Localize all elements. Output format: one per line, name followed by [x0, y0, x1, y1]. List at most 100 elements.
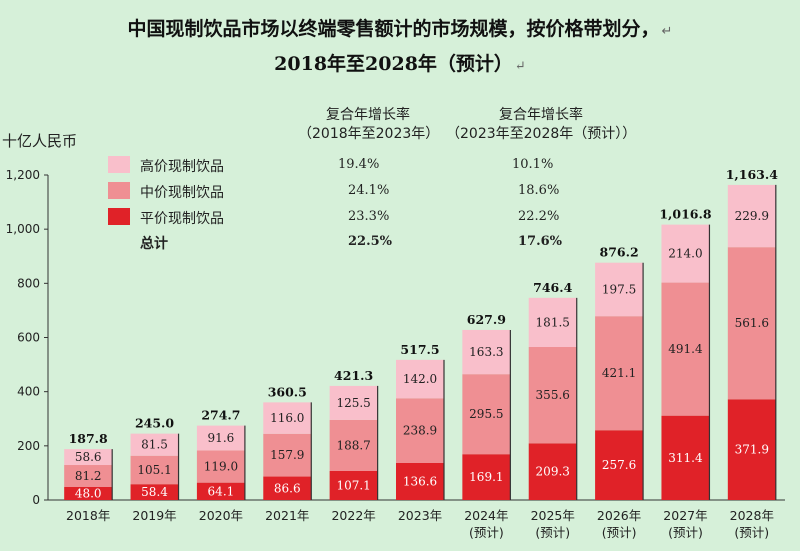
- data-label: 116.0: [270, 411, 304, 425]
- total-label: 746.4: [533, 280, 572, 295]
- cagr-high-fcst: 10.1%: [512, 157, 554, 172]
- bar-segment: [528, 443, 577, 500]
- data-label: 105.1: [137, 463, 171, 477]
- cagr-header-forecast: 复合年增长率 （2023年至2028年（预计））: [446, 106, 636, 144]
- total-label: 876.2: [600, 245, 639, 260]
- bar-segment: [462, 454, 511, 500]
- x-tick-label: 2019年: [132, 508, 176, 523]
- legend-swatch-mid: [108, 182, 130, 199]
- cagr-header-period: （2023年至2028年（预计））: [446, 126, 637, 142]
- y-axis-unit: 十亿人民币: [2, 132, 78, 150]
- data-label: 257.6: [602, 458, 636, 472]
- data-label: 311.4: [668, 451, 703, 465]
- data-label: 188.7: [336, 438, 370, 452]
- x-tick-label: 2028年: [730, 508, 774, 523]
- return-mark: ↵: [661, 24, 673, 39]
- data-label: 107.1: [336, 478, 370, 492]
- bar-segment: [329, 419, 378, 471]
- total-label: 1,163.4: [726, 167, 778, 182]
- x-tick-label: 2024年: [464, 508, 508, 523]
- cagr-mid-fcst: 18.6%: [518, 183, 560, 198]
- bar-segment: [329, 470, 378, 500]
- y-tick-label: 1,200: [6, 168, 40, 182]
- data-label: 91.6: [208, 431, 235, 445]
- bar-segment: [64, 465, 113, 487]
- cagr-header-title: 复合年增长率: [326, 107, 410, 123]
- bar-segment: [727, 399, 776, 500]
- x-tick-label: 2027年: [663, 508, 707, 523]
- total-label: 421.3: [334, 368, 373, 383]
- data-label: 136.6: [403, 475, 437, 489]
- x-tick-label: 2026年: [597, 508, 641, 523]
- return-mark: ↵: [514, 59, 526, 74]
- data-label: 163.3: [469, 345, 503, 359]
- bar-segment: [727, 247, 776, 400]
- data-label: 81.2: [75, 469, 102, 483]
- data-label: 209.3: [536, 465, 570, 479]
- y-tick-label: 800: [17, 276, 40, 290]
- cagr-value-fcst: 22.2%: [518, 209, 560, 224]
- x-tick-label: (预计): [734, 525, 769, 540]
- bar-segment: [130, 455, 179, 485]
- legend-label-total: 总计: [140, 236, 168, 252]
- bar-segment: [396, 463, 444, 500]
- cagr-header-title: 复合年增长率: [499, 107, 583, 123]
- data-label: 48.0: [75, 487, 102, 501]
- data-label: 58.6: [75, 450, 102, 464]
- cagr-total-fcst: 17.6%: [518, 234, 563, 249]
- data-label: 81.5: [141, 438, 168, 452]
- y-tick-label: 0: [32, 493, 40, 507]
- data-label: 491.4: [668, 342, 703, 356]
- x-tick-label: 2022年: [331, 508, 375, 523]
- bar-segment: [130, 484, 179, 500]
- bar-segment: [329, 385, 378, 420]
- bar-segment: [528, 347, 577, 444]
- total-label: 1,016.8: [659, 207, 711, 222]
- data-label: 197.5: [602, 282, 636, 296]
- cagr-high-hist: 19.4%: [338, 157, 380, 172]
- x-tick-label: (预计): [602, 525, 637, 540]
- bar-segment: [661, 415, 710, 500]
- total-label: 517.5: [400, 342, 439, 357]
- data-label: 295.5: [469, 407, 503, 421]
- bar-segment: [396, 398, 444, 464]
- legend-label-high: 高价现制饮品: [140, 159, 224, 175]
- y-tick-label: 1,000: [6, 222, 40, 236]
- x-tick-label: (预计): [668, 525, 703, 540]
- legend-label-mid: 中价现制饮品: [140, 185, 224, 201]
- bar-segment: [64, 487, 113, 500]
- x-tick-label: 2021年: [265, 508, 309, 523]
- data-label: 119.0: [204, 460, 238, 474]
- x-tick-label: (预计): [469, 525, 504, 540]
- bar-segment: [196, 450, 245, 483]
- legend-swatch-high: [108, 156, 130, 173]
- cagr-value-hist: 23.3%: [348, 209, 390, 224]
- total-label: 274.7: [201, 408, 240, 423]
- data-label: 214.0: [668, 247, 702, 261]
- data-label: 58.4: [141, 485, 168, 499]
- data-label: 421.1: [602, 366, 636, 380]
- bar-segment: [64, 449, 113, 466]
- bar-segment: [462, 374, 511, 455]
- bar-segment: [727, 184, 776, 248]
- bar-segment: [462, 329, 511, 375]
- data-label: 229.9: [735, 209, 769, 223]
- data-label: 142.0: [403, 372, 437, 386]
- bar-segment: [196, 482, 245, 500]
- bar-segment: [196, 425, 245, 451]
- cagr-header-historical: 复合年增长率 （2018年至2023年）: [298, 106, 439, 144]
- legend-swatch-value: [108, 208, 130, 225]
- data-label: 169.1: [469, 470, 503, 484]
- bar-segment: [661, 282, 710, 416]
- cagr-mid-hist: 24.1%: [348, 183, 390, 198]
- data-label: 64.1: [208, 484, 235, 498]
- bar-segment: [528, 297, 577, 348]
- bar-segment: [130, 433, 179, 456]
- x-tick-label: (预计): [535, 525, 570, 540]
- total-label: 360.5: [268, 384, 307, 399]
- x-tick-label: 2018年: [66, 508, 110, 523]
- data-label: 561.6: [735, 316, 769, 330]
- y-tick-label: 400: [17, 385, 40, 399]
